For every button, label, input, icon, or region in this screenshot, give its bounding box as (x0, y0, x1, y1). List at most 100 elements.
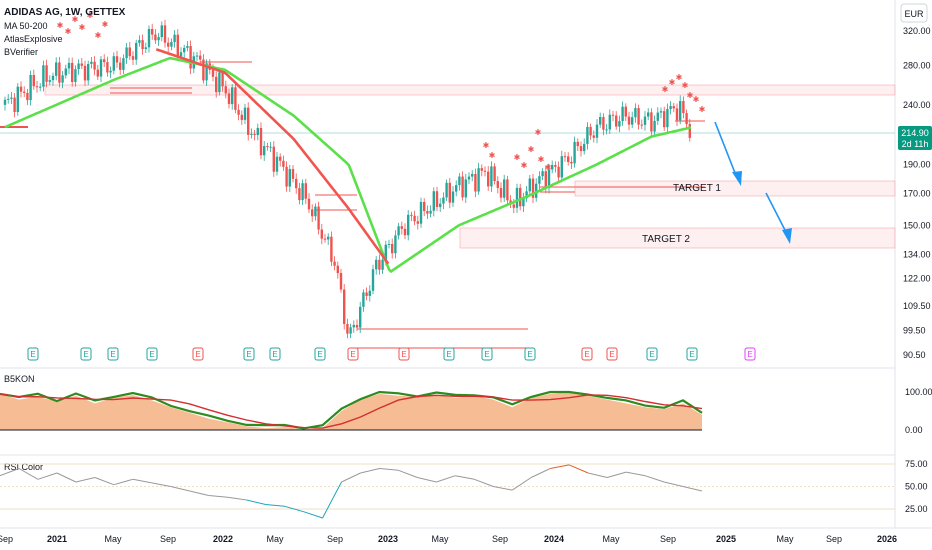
candle-body (19, 86, 23, 92)
price-tick: 99.50 (903, 326, 926, 336)
svg-text:E: E (527, 350, 532, 359)
candle-body (327, 236, 330, 240)
signal-star: ✱ (662, 85, 669, 94)
rsi-segment (208, 495, 228, 498)
signal-star: ✱ (489, 151, 496, 160)
candle-body (163, 25, 167, 43)
candle-body (112, 56, 115, 71)
earnings-event-icon[interactable]: E (443, 347, 455, 361)
candle-body (131, 56, 135, 60)
candle-body (461, 176, 464, 198)
candle-body (58, 62, 61, 83)
earnings-event-icon[interactable]: E (606, 347, 618, 361)
candle-body (183, 47, 186, 53)
b5kon-title: B5KON (4, 374, 35, 384)
indicator-bverifier[interactable]: BVerifier (4, 47, 38, 57)
candle-body (442, 197, 445, 204)
candle-body (551, 165, 554, 170)
rsi-segment (284, 505, 304, 513)
pane-separators (0, 0, 932, 529)
candle-body (221, 72, 224, 87)
earnings-event-icon[interactable]: E (146, 347, 158, 361)
rsi-segment (56, 472, 77, 483)
earnings-event-icon[interactable]: E (192, 347, 204, 361)
candle-body (211, 69, 215, 77)
earnings-event-icon[interactable]: E (581, 347, 593, 361)
candle-body (467, 176, 471, 180)
rsi-segment (151, 482, 171, 487)
candle-body (387, 243, 391, 245)
svg-text:E: E (584, 350, 589, 359)
rsi-indicator (0, 463, 895, 519)
time-tick: May (104, 534, 122, 544)
earnings-event-icon[interactable]: E (269, 347, 281, 361)
rsi-segment (550, 464, 570, 469)
ma50-line (4, 56, 692, 273)
rsi-axis: 25.00 50.00 75.00 (905, 459, 928, 514)
earnings-event-icon[interactable]: E (314, 347, 326, 361)
candle-body (567, 156, 570, 163)
candle-body (51, 75, 55, 81)
time-axis[interactable]: Sep 2021 May Sep 2022 May Sep 2023 May Sep 2024 May… (0, 534, 897, 544)
indicator-atlas[interactable]: AtlasExplosive (4, 34, 63, 44)
earnings-event-icon[interactable]: E (481, 347, 493, 361)
rsi-title: RSI Color (4, 462, 43, 472)
rsi-segment (170, 486, 190, 492)
time-tick: Sep (660, 534, 676, 544)
time-tick: Sep (826, 534, 842, 544)
candle-body (240, 114, 243, 120)
candle-body (557, 166, 560, 178)
candle-body (83, 65, 87, 81)
earnings-event-icon[interactable]: E (27, 347, 39, 361)
rsi-segment (682, 486, 703, 492)
candle-body (317, 206, 320, 230)
earnings-event-icon[interactable]: E (243, 347, 255, 361)
candle-body (407, 214, 410, 236)
candle-body (71, 62, 74, 82)
earnings-event-icon[interactable]: E (686, 347, 698, 361)
svg-text:E: E (350, 350, 355, 359)
svg-text:E: E (689, 350, 694, 359)
candle-body (304, 183, 307, 199)
candle-body (480, 168, 483, 171)
candle-body (413, 215, 416, 222)
candle-body (663, 111, 666, 128)
price-tick: 150.00 (903, 220, 931, 230)
zones (0, 84, 896, 249)
earnings-event-icon[interactable]: E (107, 347, 119, 361)
rsi-segment (474, 478, 494, 487)
candle-body (151, 28, 154, 35)
earnings-event-icon[interactable]: E (347, 347, 359, 361)
signal-star: ✱ (699, 105, 706, 114)
candle-body (218, 72, 221, 93)
candle-body (403, 228, 407, 236)
earnings-event-icon[interactable]: E (398, 347, 410, 361)
earnings-event-icon[interactable]: E (80, 347, 92, 361)
candle-body (55, 62, 58, 76)
candle-body (96, 69, 99, 77)
rsi-segment (644, 475, 665, 483)
oscillator-axis: 0.00 100.00 (905, 387, 932, 435)
earnings-event-icon[interactable]: E (524, 347, 536, 361)
oscillator-fast-line (0, 390, 703, 430)
candle-body (583, 143, 586, 152)
candle-body (333, 261, 336, 266)
signal-star: ✱ (521, 161, 528, 170)
candle-body (410, 214, 413, 216)
candle-body (224, 86, 227, 94)
svg-text:E: E (272, 350, 277, 359)
earnings-event-icon[interactable]: E (646, 347, 658, 361)
candle-body (291, 169, 295, 179)
candle-body (394, 235, 397, 254)
currency-button[interactable]: EUR (900, 3, 928, 23)
indicator-ma[interactable]: MA 50-200 (4, 21, 48, 31)
candle-body (288, 169, 291, 187)
candle-body (176, 34, 179, 57)
rsi-segment (94, 477, 115, 486)
candle-body (128, 47, 131, 57)
rsi-segment (398, 469, 418, 478)
earnings-event-icon[interactable]: E (744, 347, 756, 361)
price-axis[interactable]: 90.50 99.50 109.50 122.00 134.00 150.00 170.00… (903, 26, 931, 360)
